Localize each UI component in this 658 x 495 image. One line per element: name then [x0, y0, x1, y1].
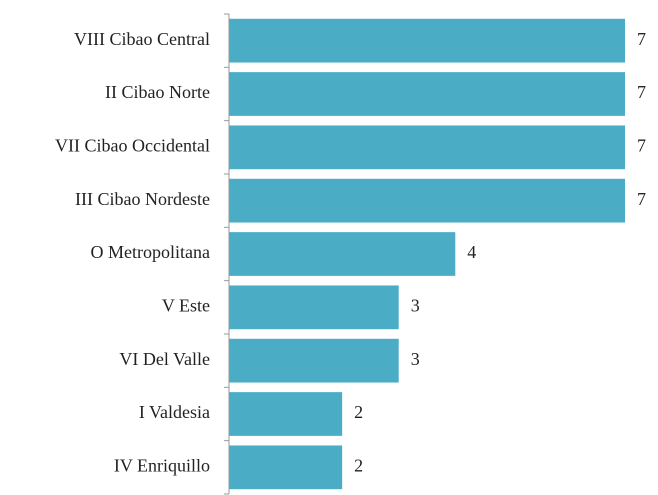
bar	[229, 338, 399, 383]
bar	[229, 392, 343, 436]
y-tick-label: VI Del Valle	[119, 349, 210, 369]
y-tick-label: II Cibao Norte	[105, 82, 210, 102]
data-label: 7	[637, 82, 646, 102]
y-tick-label: VII Cibao Occidental	[55, 135, 210, 155]
y-tick-label: O Metropolitana	[91, 242, 210, 262]
bar	[229, 232, 456, 276]
data-label: 7	[637, 135, 646, 155]
bar	[229, 125, 625, 170]
bar	[229, 72, 625, 116]
y-tick-label: VIII Cibao Central	[74, 29, 210, 49]
data-label: 7	[637, 29, 646, 49]
data-label: 2	[354, 455, 363, 475]
data-label: 7	[637, 189, 646, 209]
bar	[229, 18, 625, 63]
data-label: 3	[411, 349, 420, 369]
y-tick-label: I Valdesia	[139, 402, 210, 422]
data-label: 3	[411, 295, 420, 315]
bar	[229, 178, 625, 223]
y-tick-label: V Este	[162, 295, 210, 315]
y-tick-label: III Cibao Nordeste	[75, 189, 210, 209]
y-tick-label: IV Enriquillo	[114, 455, 210, 475]
data-label: 4	[467, 242, 476, 262]
bar	[229, 285, 399, 330]
data-label: 2	[354, 402, 363, 422]
bar	[229, 445, 343, 490]
